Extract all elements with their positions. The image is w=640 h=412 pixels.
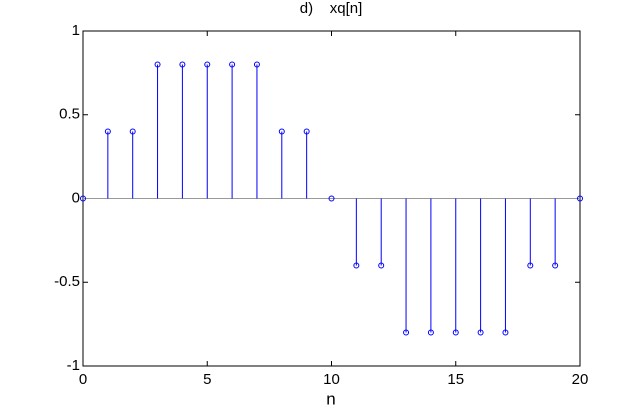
stem-marker: [527, 262, 534, 269]
x-tick-label: 0: [79, 371, 87, 388]
y-tick-label: -0.5: [54, 273, 80, 290]
stem-marker: [552, 262, 559, 269]
x-tick-label: 10: [323, 371, 340, 388]
stem-marker: [129, 128, 136, 135]
x-tick-label: 5: [203, 371, 211, 388]
stem-marker: [502, 329, 509, 336]
stem-marker: [452, 329, 459, 336]
stem-marker: [179, 61, 186, 68]
x-tick-label: 20: [572, 371, 589, 388]
y-tick-label: 0: [72, 189, 80, 206]
stem-marker: [303, 128, 310, 135]
stem-marker: [427, 329, 434, 336]
chart-title: d) xq[n]: [300, 0, 363, 17]
y-tick-label: -1: [67, 357, 80, 374]
x-tick-label: 15: [447, 371, 464, 388]
stem-marker: [204, 61, 211, 68]
stem-marker: [353, 262, 360, 269]
stem-marker: [104, 128, 111, 135]
stem-marker: [80, 195, 86, 202]
y-tick-label: 0.5: [59, 106, 80, 123]
x-axis-label: n: [326, 389, 335, 408]
stem-marker: [577, 195, 583, 202]
stem-marker: [378, 262, 385, 269]
stem-marker: [477, 329, 484, 336]
stem-marker: [278, 128, 285, 135]
y-tick-label: 1: [72, 22, 80, 39]
stem-marker: [328, 195, 335, 202]
stem-marker: [154, 61, 161, 68]
stem-marker: [253, 61, 260, 68]
stem-marker: [403, 329, 410, 336]
stem-marker: [229, 61, 236, 68]
